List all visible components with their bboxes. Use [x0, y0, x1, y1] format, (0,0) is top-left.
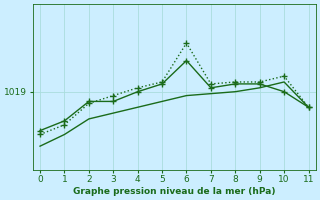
X-axis label: Graphe pression niveau de la mer (hPa): Graphe pression niveau de la mer (hPa): [73, 187, 276, 196]
